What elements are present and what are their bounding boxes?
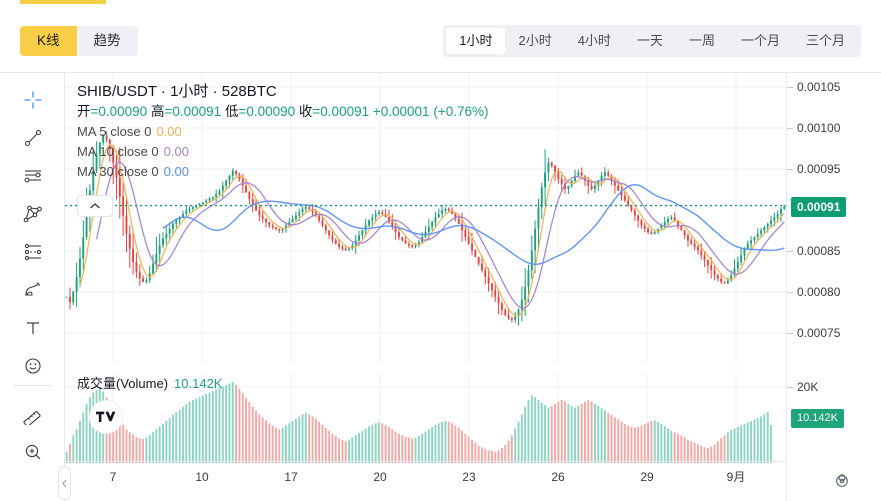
time-tick-6: 29 — [640, 470, 654, 484]
tradingview-logo[interactable] — [89, 400, 123, 434]
interval-3m[interactable]: 三个月 — [805, 33, 845, 48]
volume-tick-0: 20K — [797, 380, 819, 394]
price-tick-0: 0.00105 — [797, 80, 841, 94]
time-tick-4: 23 — [462, 470, 476, 484]
interval-4h[interactable]: 4小时 — [577, 33, 611, 48]
time-tick-7: 9月 — [726, 470, 746, 484]
time-tick-3: 20 — [373, 470, 387, 484]
time-tick-5: 26 — [551, 470, 565, 484]
price-pane[interactable]: SHIB/USDT · 1小时 · 528BTC 开=0.00090 高=0.0… — [65, 73, 786, 363]
interval-1m[interactable]: 一个月 — [740, 33, 780, 48]
price-tick-5: 0.00075 — [797, 326, 841, 340]
chart-type-tabs: K线 趋势 — [20, 26, 138, 56]
price-tick-2: 0.00095 — [797, 162, 841, 176]
current-price-badge[interactable]: 0.00091 — [791, 197, 847, 217]
price-tick-4: 0.00080 — [797, 285, 841, 299]
pattern-icon[interactable] — [18, 199, 48, 229]
volume-svg — [65, 373, 786, 463]
candlestick-svg — [65, 73, 786, 363]
price-scale[interactable]: 0.00105 0.00100 0.00095 0.00091 0.00085 … — [786, 73, 881, 501]
tab-kline[interactable]: K线 — [20, 26, 77, 56]
interval-selector: 1小时 2小时 4小时 一天 一周 一个月 三个月 — [443, 25, 861, 57]
interval-2h[interactable]: 2小时 — [518, 33, 552, 48]
price-tick-3: 0.00085 — [797, 244, 841, 258]
time-axis[interactable]: 7 10 17 20 23 26 29 9月 — [65, 461, 786, 501]
toolbar-collapse-handle[interactable] — [58, 466, 71, 500]
plot-area[interactable]: SHIB/USDT · 1小时 · 528BTC 开=0.00090 高=0.0… — [65, 73, 786, 501]
trend-line-icon[interactable] — [18, 123, 48, 153]
time-tick-2: 17 — [284, 470, 298, 484]
fib-retracement-icon[interactable] — [18, 237, 48, 267]
drawing-toolbar — [0, 73, 65, 501]
time-tick-0: 7 — [109, 470, 117, 484]
interval-1w[interactable]: 一周 — [688, 33, 715, 48]
horizontal-lines-icon[interactable] — [18, 161, 48, 191]
volume-pane[interactable]: 成交量(Volume) 10.142K — [65, 373, 786, 463]
interval-1h[interactable]: 1小时 — [446, 28, 506, 54]
zoom-in-icon[interactable] — [18, 437, 48, 467]
tab-trend[interactable]: 趋势 — [76, 26, 138, 56]
text-tool-icon[interactable] — [18, 313, 48, 343]
chart-frame: SHIB/USDT · 1小时 · 528BTC 开=0.00090 高=0.0… — [0, 72, 881, 501]
legend-collapse-button[interactable] — [77, 195, 113, 217]
price-tick-1: 0.00100 — [797, 121, 841, 135]
brush-icon[interactable] — [18, 275, 48, 305]
measure-icon[interactable] — [18, 399, 48, 429]
time-tick-1: 10 — [195, 470, 209, 484]
crosshair-icon[interactable] — [18, 85, 48, 115]
toolbar-divider — [14, 385, 52, 386]
interval-1d[interactable]: 一天 — [636, 33, 663, 48]
top-accent-bar — [20, 0, 106, 4]
current-volume-badge[interactable]: 10.142K — [791, 409, 844, 428]
gear-icon[interactable] — [831, 470, 853, 492]
emoji-icon[interactable] — [18, 351, 48, 381]
